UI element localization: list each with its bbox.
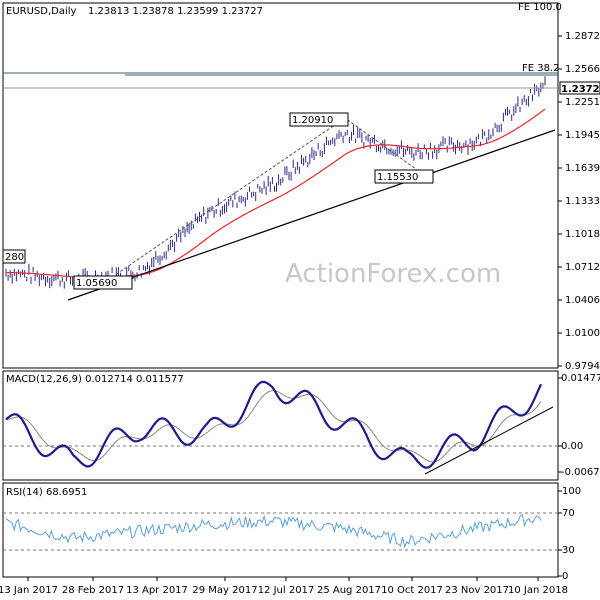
price-tick-label: 1.04060 [565, 295, 600, 306]
x-tick-label: 25 Aug 2017 [317, 585, 381, 596]
uptrend-line [67, 129, 556, 301]
watermark: ActionForex.com [285, 259, 501, 289]
macd-axis: 0.014776 0.00 -0.006705 [558, 373, 600, 478]
ohlc-readout: 1.23813 1.23878 1.23599 1.23727 [88, 6, 263, 17]
rsi-tick-label: 30 [562, 545, 575, 556]
macd-signal-line [5, 390, 542, 463]
macd-label: MACD(12,26,9) 0.012714 0.011577 [6, 374, 184, 385]
macd-panel-frame [2, 370, 559, 481]
moving-average-line [6, 108, 546, 279]
x-tick-label: 10 Oct 2017 [381, 585, 443, 596]
chart-title: EURUSD,Daily [6, 6, 77, 17]
macd-tick-label: 0.00 [561, 441, 583, 452]
price-tick-label: 1.16390 [565, 163, 600, 174]
last-price-label: 1.23727 [561, 84, 600, 95]
x-tick-label: 29 May 2017 [192, 585, 257, 596]
macd-line [5, 380, 543, 469]
fe-label-top: FE 100.0 [518, 2, 562, 13]
x-tick-label: 23 Nov 2017 [445, 585, 509, 596]
x-axis: 13 Jan 2017 28 Feb 2017 13 Apr 2017 29 May … [0, 577, 568, 596]
annotation-box-left [2, 249, 26, 264]
x-tick-label: 12 Jul 2017 [258, 585, 315, 596]
x-tick-label: 13 Apr 2017 [126, 585, 188, 596]
price-panel-frame [2, 2, 559, 369]
fe-label-mid: FE 38.2 [522, 63, 560, 74]
x-tick-label: 10 Jan 2018 [508, 585, 568, 596]
price-tick-label: 1.28720 [565, 31, 600, 42]
rsi-axis: 100 70 30 0 [558, 486, 581, 582]
annotation-low: 1.05690 [76, 278, 117, 289]
price-tick-label: 1.25660 [565, 64, 600, 75]
macd-tick-label: -0.006705 [561, 467, 600, 478]
price-tick-label: 1.07120 [565, 262, 600, 273]
price-tick-label: 1.22510 [565, 97, 600, 108]
price-tick-label: 1.19450 [565, 130, 600, 141]
annotation-box-low [73, 275, 133, 290]
pattern-dashed-line [107, 117, 421, 281]
rsi-label: RSI(14) 68.6951 [6, 487, 87, 498]
rsi-tick-label: 70 [562, 508, 575, 519]
macd-trendline [424, 406, 554, 475]
last-price-badge [559, 81, 600, 95]
annotation-left: 280 [5, 252, 24, 263]
price-tick-label: 0.97940 [565, 361, 600, 372]
price-tick-label: 1.13330 [565, 196, 600, 207]
rsi-tick-label: 0 [562, 571, 568, 582]
annotation-box-high [289, 112, 349, 127]
annotation-high: 1.20910 [292, 115, 333, 126]
annotation-box-pullback [374, 169, 434, 184]
rsi-panel-frame [2, 482, 559, 578]
price-axis: 1.28720 1.25660 1.22510 1.19450 1.16390 1.133… [558, 31, 600, 372]
annotation-pullback: 1.15530 [377, 172, 418, 183]
price-tick-label: 1.10180 [565, 229, 600, 240]
x-tick-label: 13 Jan 2017 [0, 585, 58, 596]
macd-tick-label: 0.014776 [561, 373, 600, 384]
rsi-line [5, 513, 542, 549]
rsi-tick-label: 100 [562, 486, 581, 497]
price-bars [5, 76, 546, 289]
x-tick-label: 28 Feb 2017 [62, 585, 124, 596]
